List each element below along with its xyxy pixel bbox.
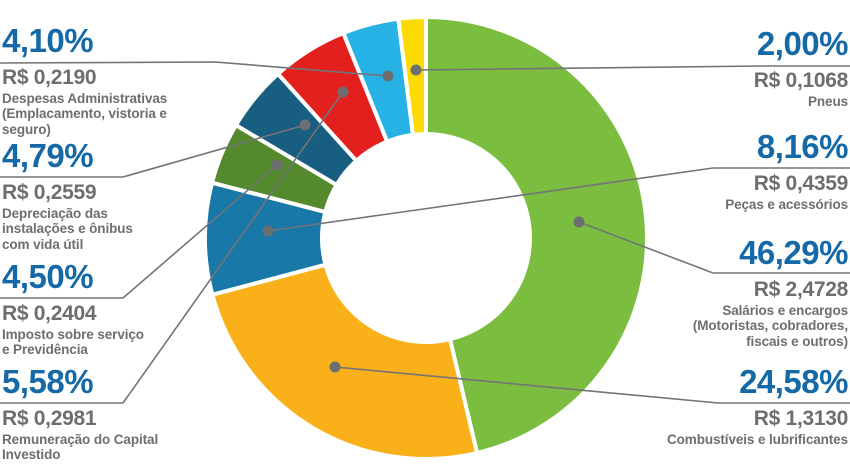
cost-value: R$ 0,1068 [753,69,849,92]
leader-line-pecas-e-acessorios [267,167,850,232]
slice-salarios-e-encargos [424,15,649,456]
cost-value: R$ 2,4728 [753,278,849,301]
category-name: Pneus [807,94,848,109]
pct-value: 4,79% [2,137,94,174]
callout-pecas-acessorios: 8,16% R$ 0,4359 Peças e acessórios [608,130,848,212]
pct-value: 4,10% [2,22,94,59]
pct-value: 24,58% [739,363,848,400]
cost-value: R$ 0,4359 [753,172,849,195]
category-name: Combustíveis e lubrificantes [667,432,848,447]
category-name: Imposto sobre serviço e Previdência [2,327,144,358]
cost-value: R$ 1,3130 [753,407,849,430]
pct-value: 4,50% [2,258,94,295]
pct-value: 46,29% [739,234,848,271]
leader-dot-remuneracao-do-capital [337,86,349,98]
category-name: Despesas Administrativas (Emplacamento, … [2,91,168,137]
leader-line-imposto-sobre-servico [0,164,278,299]
slice-combustiveis-e-lubrificantes [210,262,480,461]
leader-dot-despesas-administrativas [382,70,394,82]
callout-pneus: 2,00% R$ 0,1068 Pneus [608,25,849,109]
leader-line-salarios-e-encargos [578,221,850,274]
leader-line-pneus [415,65,850,71]
category-name: Remuneração do Capital Investido [2,432,159,463]
leader-line-depreciacao [0,124,306,178]
leader-line-combustiveis-e-lubrificantes [334,366,850,404]
leader-dot-pneus [410,64,422,76]
leader-dot-salarios-e-encargos [573,216,585,228]
pct-value: 5,58% [2,363,94,400]
cost-value: R$ 0,2981 [2,407,97,430]
category-name: Salários e encargos (Motoristas, cobrado… [692,303,848,349]
cost-value: R$ 0,2404 [2,302,97,325]
cost-value: R$ 0,2190 [2,66,97,89]
callout-depreciacao: 4,79% R$ 0,2559 Depreciação das instalaç… [2,139,242,252]
callout-combustiveis: 24,58% R$ 1,3130 Combustíveis e lubrific… [608,363,849,447]
leader-dot-imposto-sobre-servico [271,159,283,171]
leader-dot-depreciacao [299,119,311,131]
callout-remuneracao-capital: 5,58% R$ 0,2981 Remuneração do Capital I… [2,365,242,463]
pct-value: 8,16% [756,128,849,165]
cost-value: R$ 0,2559 [2,181,97,204]
leader-line-remuneracao-do-capital [0,91,344,404]
category-name: Peças e acessórios [725,197,848,212]
leader-dot-combustiveis-e-lubrificantes [329,361,341,373]
callout-despesas-administrativas: 4,10% R$ 0,2190 Despesas Administrativas… [2,24,242,137]
callout-imposto: 4,50% R$ 0,2404 Imposto sobre serviço e … [2,260,242,358]
leader-line-despesas-administrativas [0,61,389,77]
category-name: Depreciação das instalações e ônibus com… [2,206,133,252]
pct-value: 2,00% [756,25,849,62]
slice-pneus [396,14,428,137]
callout-salarios-encargos: 46,29% R$ 2,4728 Salários e encargos (Mo… [608,234,849,349]
leader-dot-pecas-e-acessorios [262,225,274,237]
